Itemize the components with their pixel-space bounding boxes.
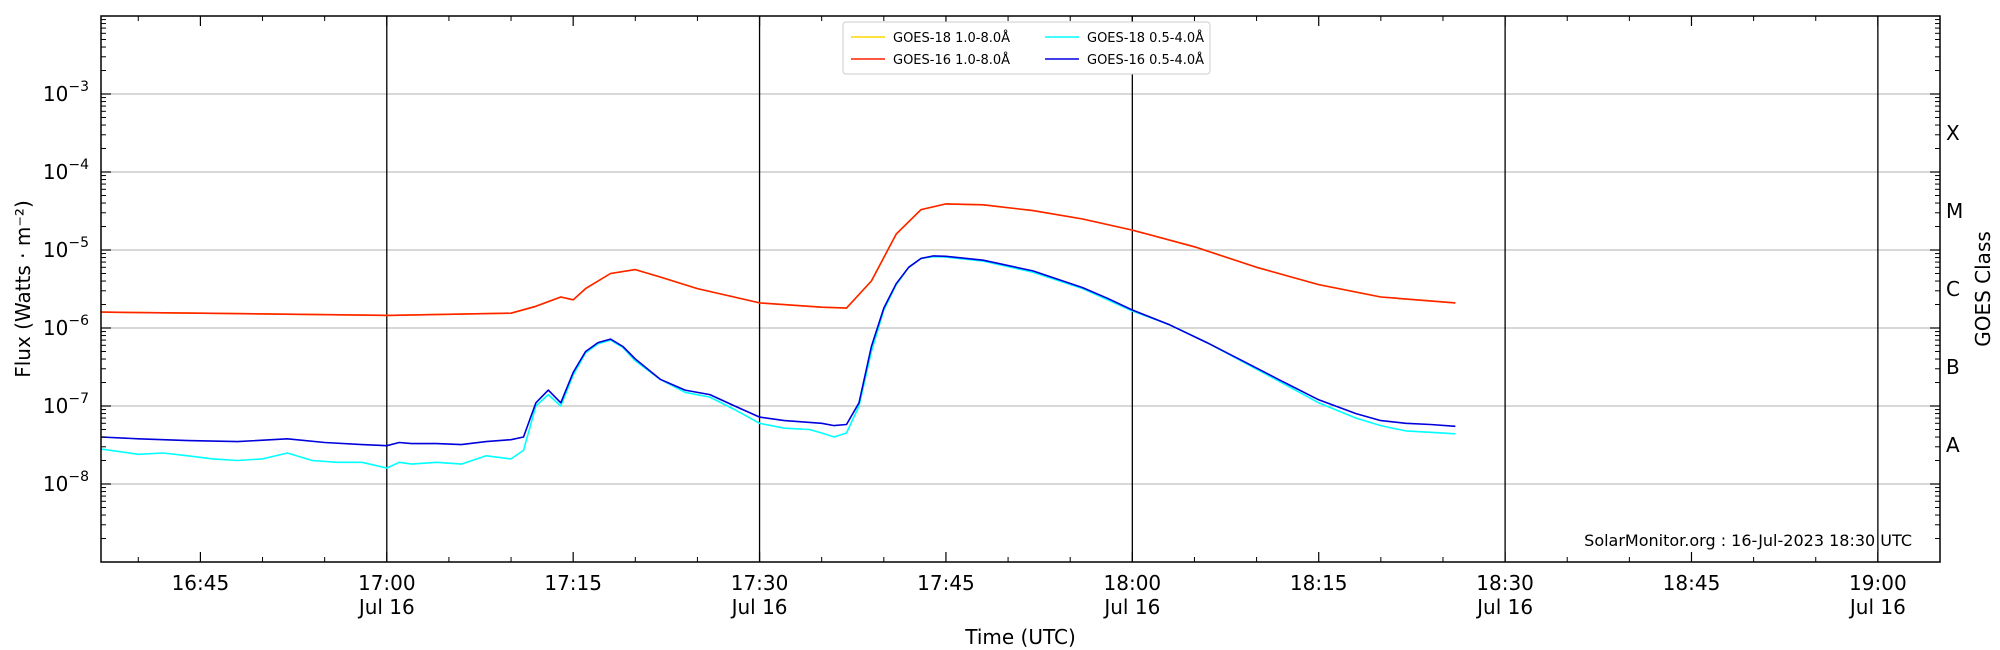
x-tick-label: 18:15 [1290, 571, 1348, 595]
y-axis-ticks: 10−8 10−7 10−6 10−5 10−4 10−3 [43, 19, 1940, 540]
x-tick-label: 18:45 [1663, 571, 1721, 595]
legend-label: GOES-18 0.5-4.0Å [1087, 30, 1204, 46]
x-tick-date-label: Jul 16 [730, 595, 788, 619]
goes-class-axis-title: GOES Class [1971, 231, 1995, 347]
grid-layer [101, 93, 1940, 485]
plot-frame [100, 15, 1941, 563]
goes-class-label-a: A [1946, 433, 1960, 457]
y-tick-label: 10−4 [43, 157, 89, 184]
x-tick-label: 16:45 [172, 571, 230, 595]
x-tick-label: 17:15 [544, 571, 602, 595]
goes-class-label-b: B [1946, 355, 1960, 379]
x-axis-title: Time (UTC) [964, 625, 1076, 649]
vertical-lines-layer [386, 16, 1879, 562]
y-tick-label: 10−5 [43, 235, 89, 262]
goes-class-label-x: X [1946, 121, 1960, 145]
x-tick-label: 18:30 [1476, 571, 1534, 595]
x-tick-date-label: Jul 16 [1475, 595, 1533, 619]
goes-class-label-c: C [1946, 277, 1960, 301]
x-tick-label: 18:00 [1104, 571, 1162, 595]
y-tick-label: 10−7 [43, 391, 89, 418]
legend-label: GOES-18 1.0-8.0Å [893, 30, 1010, 46]
x-tick-date-label: Jul 16 [1102, 595, 1160, 619]
x-tick-label: 17:00 [358, 571, 416, 595]
x-tick-date-label: Jul 16 [1848, 595, 1906, 619]
y-axis-title: Flux (Watts · m⁻²) [11, 200, 35, 378]
y-tick-label: 10−3 [43, 79, 89, 106]
goes-class-label-m: M [1946, 199, 1963, 223]
x-tick-label: 19:00 [1849, 571, 1907, 595]
y-tick-label: 10−6 [43, 313, 89, 340]
goes-class-labels: A B C M X [1946, 121, 1963, 457]
credit-text: SolarMonitor.org : 16-Jul-2023 18:30 UTC [1584, 531, 1912, 550]
legend: GOES-18 1.0-8.0Å GOES-18 0.5-4.0Å GOES-16 … [842, 21, 1211, 75]
legend-label: GOES-16 1.0-8.0Å [893, 52, 1010, 68]
series-line-1 [100, 255, 1456, 469]
x-tick-label: 17:30 [731, 571, 789, 595]
x-tick-date-label: Jul 16 [357, 595, 415, 619]
legend-box [842, 21, 1211, 75]
series-line-2 [100, 203, 1456, 317]
series-line-3 [100, 255, 1456, 447]
y-tick-label: 10−8 [43, 469, 89, 496]
legend-label: GOES-16 0.5-4.0Å [1087, 52, 1204, 68]
x-tick-label: 17:45 [917, 571, 975, 595]
series-layer [100, 203, 1456, 469]
